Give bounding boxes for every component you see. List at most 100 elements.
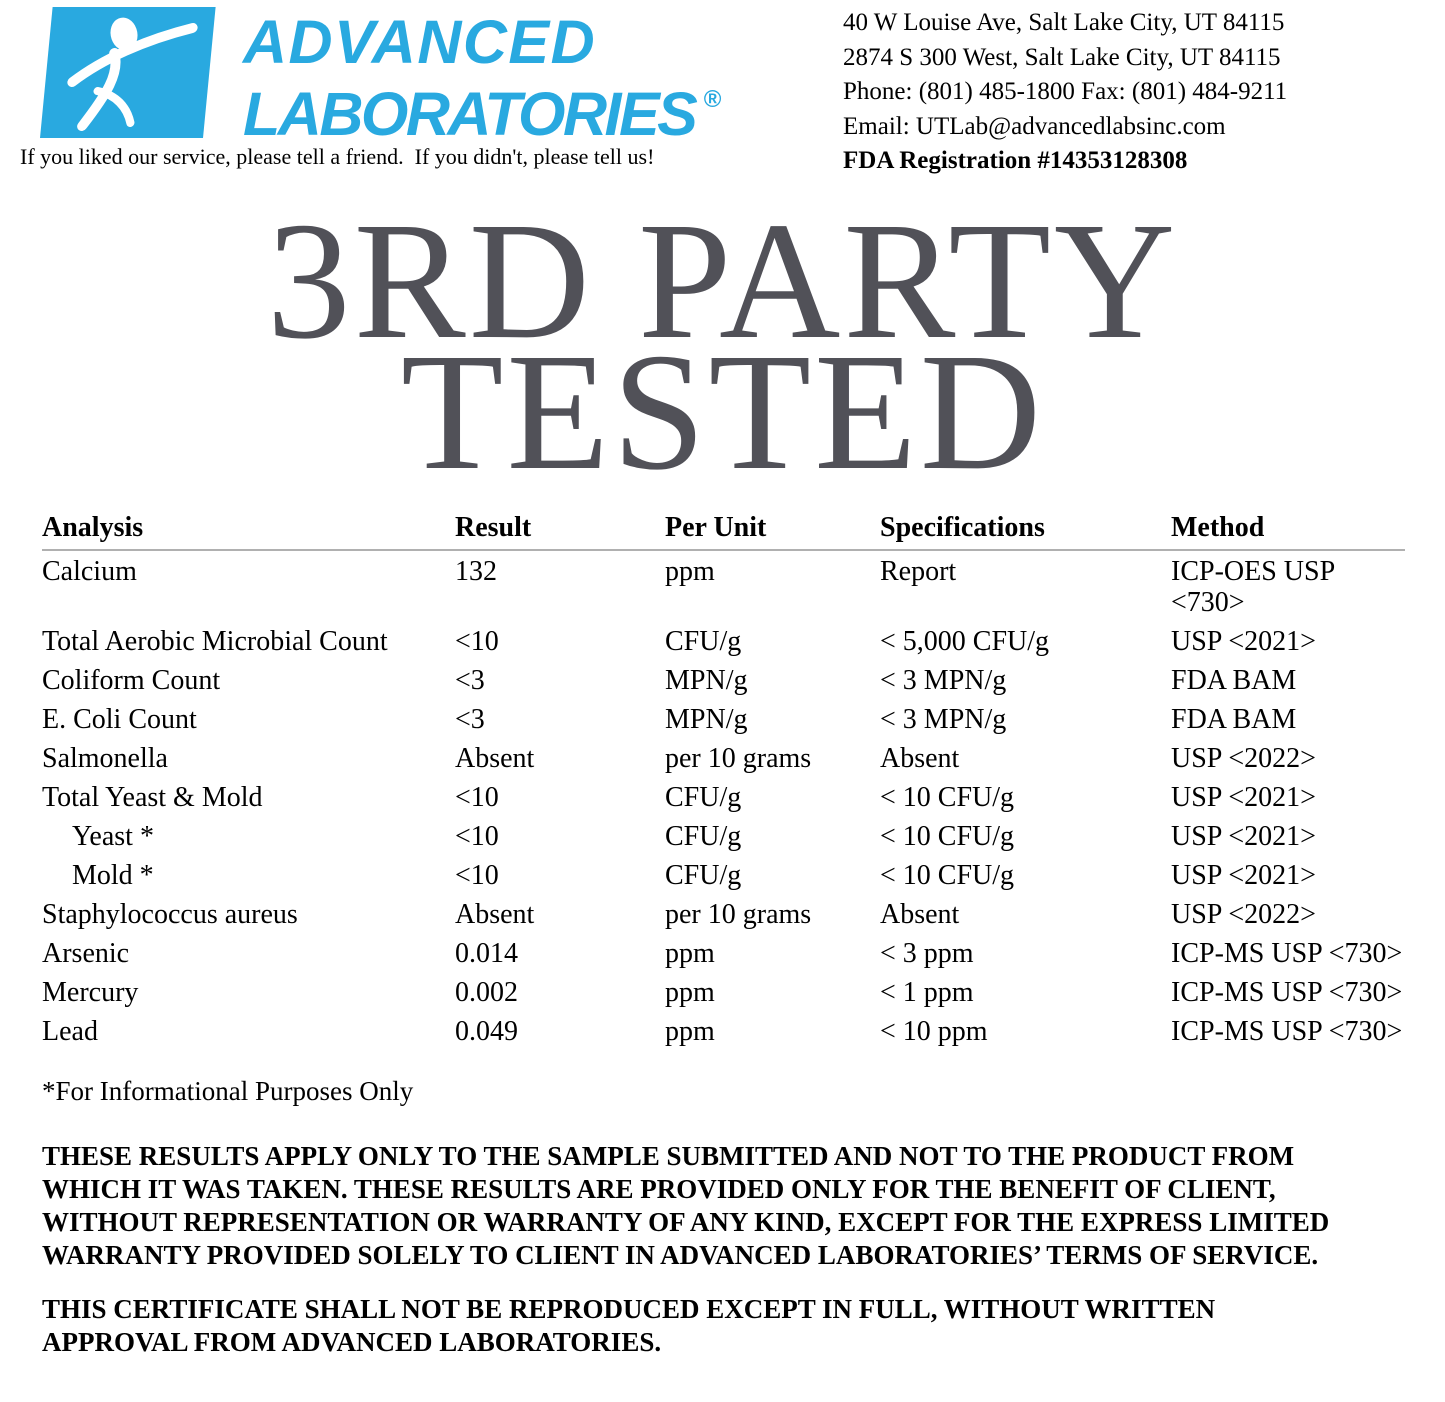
- per-unit-cell: CFU/g: [665, 821, 742, 852]
- analysis-cell: Coliform Count: [42, 665, 221, 696]
- analysis-cell: Staphylococcus aureus: [42, 899, 298, 930]
- results-table: Analysis Result Per Unit Specifications …: [42, 512, 1405, 1050]
- analysis-cell: Yeast *: [72, 821, 154, 852]
- method-cell: USP <2021>: [1171, 782, 1316, 813]
- col-header-specifications: Specifications: [880, 512, 1171, 551]
- result-cell: <10: [455, 821, 499, 852]
- analysis-cell: Total Aerobic Microbial Count: [42, 626, 388, 657]
- analysis-cell: E. Coli Count: [42, 704, 197, 735]
- per-unit-cell: MPN/g: [665, 665, 748, 696]
- method-cell: FDA BAM: [1171, 704, 1297, 735]
- result-cell: 0.049: [455, 1016, 518, 1047]
- table-row: Total Yeast & Mold <10 CFU/g < 10 CFU/g …: [42, 777, 1405, 816]
- specifications-cell: < 3 MPN/g: [880, 704, 1007, 735]
- disclaimer-results: THESE RESULTS APPLY ONLY TO THE SAMPLE S…: [42, 1140, 1382, 1272]
- per-unit-cell: ppm: [665, 556, 715, 587]
- disclaimer-line: APPROVAL FROM ADVANCED LABORATORIES.: [42, 1327, 662, 1357]
- table-row: Mold * <10 CFU/g < 10 CFU/g USP <2021>: [42, 855, 1405, 894]
- result-cell: Absent: [455, 743, 535, 774]
- disclaimer-line: WITHOUT REPRESENTATION OR WARRANTY OF AN…: [42, 1207, 1330, 1237]
- per-unit-cell: CFU/g: [665, 860, 742, 891]
- advanced-laboratories-logo: [40, 7, 216, 138]
- analysis-cell: Mercury: [42, 977, 139, 1008]
- table-row: E. Coli Count <3 MPN/g < 3 MPN/g FDA BAM: [42, 699, 1405, 738]
- table-row: Yeast * <10 CFU/g < 10 CFU/g USP <2021>: [42, 816, 1405, 855]
- result-cell: <10: [455, 860, 499, 891]
- method-cell: ICP-OES USP <730>: [1171, 556, 1336, 618]
- analysis-cell: Total Yeast & Mold: [42, 782, 263, 813]
- col-header-analysis: Analysis: [42, 512, 455, 551]
- fda-registration-line: FDA Registration #14353128308: [843, 147, 1188, 174]
- email-line: Email: UTLab@advancedlabsinc.com: [843, 112, 1226, 140]
- table-row: Lead 0.049 ppm < 10 ppm ICP-MS USP <730>: [42, 1011, 1405, 1050]
- result-cell: <3: [455, 704, 485, 735]
- results-table-header: Analysis Result Per Unit Specifications …: [42, 512, 1405, 551]
- address-line-1: 40 W Louise Ave, Salt Lake City, UT 8411…: [843, 9, 1285, 36]
- specifications-cell: < 1 ppm: [880, 977, 974, 1008]
- col-header-result: Result: [455, 512, 665, 551]
- method-cell: ICP-MS USP <730>: [1171, 1016, 1403, 1047]
- col-header-per-unit: Per Unit: [665, 512, 880, 551]
- table-row: Mercury 0.002 ppm < 1 ppm ICP-MS USP <73…: [42, 972, 1405, 1011]
- contact-block: 40 W Louise Ave, Salt Lake City, UT 8411…: [843, 6, 1287, 179]
- result-cell: 132: [455, 556, 497, 587]
- specifications-cell: < 5,000 CFU/g: [880, 626, 1050, 657]
- specifications-cell: < 3 MPN/g: [880, 665, 1007, 696]
- registered-trademark-icon: ®: [703, 86, 722, 113]
- tagline: If you liked our service, please tell a …: [20, 144, 655, 169]
- table-row: Staphylococcus aureus Absent per 10 gram…: [42, 894, 1405, 933]
- result-cell: 0.014: [455, 938, 518, 969]
- analysis-cell: Calcium: [42, 556, 137, 587]
- per-unit-cell: CFU/g: [665, 782, 742, 813]
- specifications-cell: < 10 CFU/g: [880, 782, 1015, 813]
- table-row: Total Aerobic Microbial Count <10 CFU/g …: [42, 621, 1405, 660]
- table-row: Calcium 132 ppm Report ICP-OES USP <730>: [42, 550, 1405, 621]
- per-unit-cell: ppm: [665, 1016, 715, 1047]
- informational-footnote: *For Informational Purposes Only: [42, 1076, 414, 1106]
- specifications-cell: < 10 ppm: [880, 1016, 988, 1047]
- phone-fax-line: Phone: (801) 485-1800 Fax: (801) 484-921…: [843, 78, 1288, 105]
- dancing-figure-icon: [67, 17, 198, 131]
- result-cell: <3: [455, 665, 485, 696]
- specifications-cell: < 3 ppm: [880, 938, 974, 969]
- specifications-cell: Report: [880, 556, 957, 587]
- analysis-cell: Mold *: [72, 860, 154, 891]
- per-unit-cell: per 10 grams: [665, 743, 812, 774]
- brand-line-1: ADVANCED: [243, 8, 597, 76]
- page-title-line-2: TESTED: [400, 319, 1045, 505]
- disclaimer-reproduction: THIS CERTIFICATE SHALL NOT BE REPRODUCED…: [42, 1293, 1382, 1359]
- page-title: 3RD PARTY TESTED: [0, 188, 1445, 505]
- method-cell: FDA BAM: [1171, 665, 1297, 696]
- per-unit-cell: ppm: [665, 977, 715, 1008]
- result-cell: <10: [455, 782, 499, 813]
- brand-line-2-text: LABORATORIES: [243, 80, 698, 148]
- method-cell: USP <2021>: [1171, 860, 1316, 891]
- brand-name: ADVANCED LABORATORIES ®: [243, 8, 722, 145]
- page-title-line-1: 3RD PARTY: [266, 188, 1179, 374]
- table-row: Coliform Count <3 MPN/g < 3 MPN/g FDA BA…: [42, 660, 1405, 699]
- per-unit-cell: per 10 grams: [665, 899, 812, 930]
- per-unit-cell: MPN/g: [665, 704, 748, 735]
- table-row: Arsenic 0.014 ppm < 3 ppm ICP-MS USP <73…: [42, 933, 1405, 972]
- disclaimer-line: THIS CERTIFICATE SHALL NOT BE REPRODUCED…: [42, 1294, 1216, 1324]
- method-cell: ICP-MS USP <730>: [1171, 938, 1403, 969]
- analysis-cell: Salmonella: [42, 743, 168, 774]
- analysis-cell: Lead: [42, 1016, 98, 1047]
- disclaimer-line: THESE RESULTS APPLY ONLY TO THE SAMPLE S…: [42, 1141, 1295, 1171]
- specifications-cell: < 10 CFU/g: [880, 821, 1015, 852]
- result-cell: Absent: [455, 899, 535, 930]
- header-row: Analysis Result Per Unit Specifications …: [42, 512, 1405, 551]
- disclaimer-line: WARRANTY PROVIDED SOLELY TO CLIENT IN AD…: [42, 1240, 1319, 1270]
- address-line-2: 2874 S 300 West, Salt Lake City, UT 8411…: [843, 43, 1281, 71]
- method-cell: USP <2022>: [1171, 899, 1316, 930]
- brand-line-2: LABORATORIES ®: [243, 71, 722, 145]
- specifications-cell: Absent: [880, 899, 960, 930]
- analysis-cell: Arsenic: [42, 938, 130, 969]
- per-unit-cell: CFU/g: [665, 626, 742, 657]
- method-cell: ICP-MS USP <730>: [1171, 977, 1403, 1008]
- col-header-method: Method: [1171, 512, 1405, 551]
- specifications-cell: Absent: [880, 743, 960, 774]
- result-cell: 0.002: [455, 977, 518, 1008]
- specifications-cell: < 10 CFU/g: [880, 860, 1015, 891]
